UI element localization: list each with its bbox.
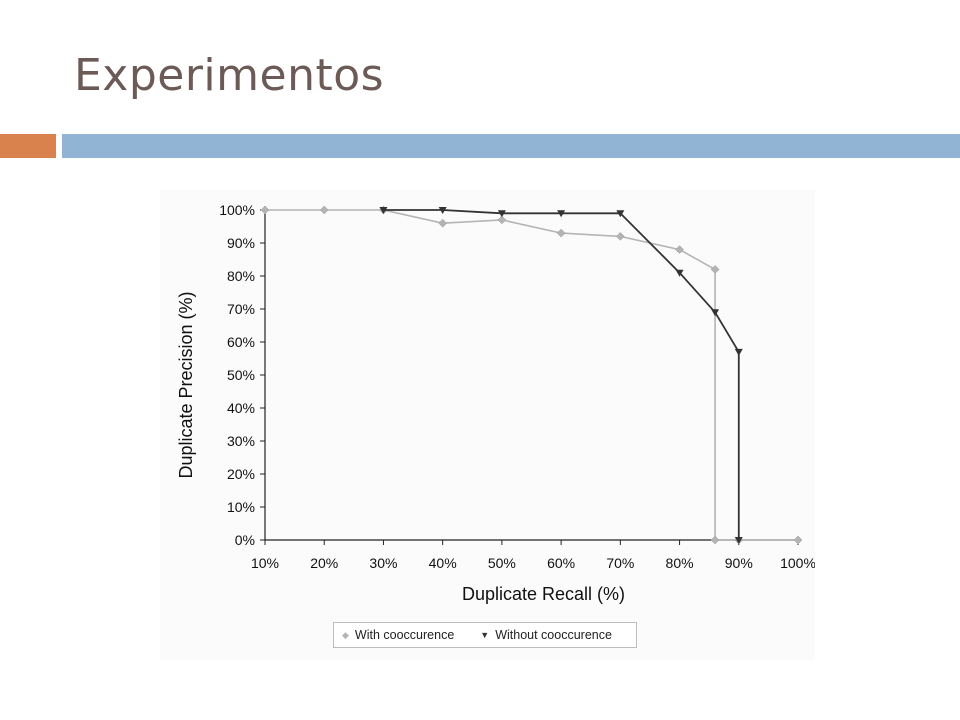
precision-recall-chart: 0% 10% 20% 30% 40% 50% 60% 70% 80% 90% 100% 10% 20% 3… (176, 202, 815, 604)
data-point-without-cooccurence (379, 207, 388, 214)
data-point-without-cooccurence (734, 348, 743, 356)
y-tick-label: 50% (227, 367, 255, 383)
data-point-with-cooccurence (260, 205, 270, 215)
y-axis-title: Duplicate Precision (%) (176, 291, 196, 478)
x-tick-label: 90% (725, 555, 753, 571)
data-point-without-cooccurence (675, 269, 684, 277)
data-point-with-cooccurence (793, 535, 803, 545)
legend-label-without: Without cooccurence (495, 628, 612, 642)
x-tick-label: 20% (310, 555, 338, 571)
data-point-without-cooccurence (616, 210, 625, 218)
slide-title: Experimentos (74, 50, 385, 101)
legend-label-with: With cooccurence (354, 628, 455, 642)
x-tick-label: 50% (488, 555, 516, 571)
data-point-without-cooccurence (734, 537, 743, 544)
data-point-without-cooccurence (711, 309, 720, 317)
x-tick-label: 10% (251, 555, 279, 571)
data-point-with-cooccurence (675, 245, 684, 254)
x-tick-label: 60% (547, 555, 575, 571)
data-point-with-cooccurence (556, 228, 566, 238)
series-line-with-cooccurence (265, 209, 798, 541)
accent-bar-orange (0, 134, 56, 158)
y-tick-label: 100% (219, 202, 255, 218)
data-point-without-cooccurence (497, 210, 506, 218)
x-tick-label: 100% (780, 555, 815, 571)
y-tick-label: 70% (227, 301, 255, 317)
accent-bar-blue (62, 134, 960, 158)
y-tick-label: 80% (227, 268, 255, 284)
diamond-marker-icon: ◆ (342, 629, 349, 640)
triangle-marker-icon: ▼ (480, 630, 490, 640)
x-tick-label: 80% (666, 555, 694, 571)
y-tick-label: 90% (227, 235, 255, 251)
y-tick-label: 60% (227, 334, 255, 350)
data-point-with-cooccurence (710, 265, 720, 274)
data-point-with-cooccurence (438, 218, 448, 228)
legend-item-without: ▼ Without cooccurence (480, 628, 612, 642)
y-tick-label: 40% (227, 400, 255, 416)
series-line-without-cooccurence (383, 209, 740, 540)
data-point-without-cooccurence (438, 207, 447, 214)
x-axis-title: Duplicate Recall (%) (462, 584, 625, 604)
chart-area: 0% 10% 20% 30% 40% 50% 60% 70% 80% 90% 100% 10% 20% 3… (160, 190, 815, 660)
legend-item-with: ◆ With cooccurence (342, 628, 454, 642)
y-tick-label: 30% (227, 433, 255, 449)
x-tick-label: 40% (429, 555, 457, 571)
y-tick-label: 10% (227, 499, 255, 515)
data-point-with-cooccurence (710, 535, 720, 545)
data-point-with-cooccurence (497, 215, 507, 225)
data-point-with-cooccurence (319, 205, 329, 215)
data-point-with-cooccurence (615, 232, 625, 241)
chart-legend: ◆ With cooccurence ▼ Without cooccurence (333, 622, 637, 648)
y-tick-label: 0% (235, 532, 255, 548)
data-point-without-cooccurence (557, 210, 566, 218)
y-tick-label: 20% (227, 466, 255, 482)
x-tick-label: 70% (606, 555, 634, 571)
x-tick-label: 30% (369, 555, 397, 571)
